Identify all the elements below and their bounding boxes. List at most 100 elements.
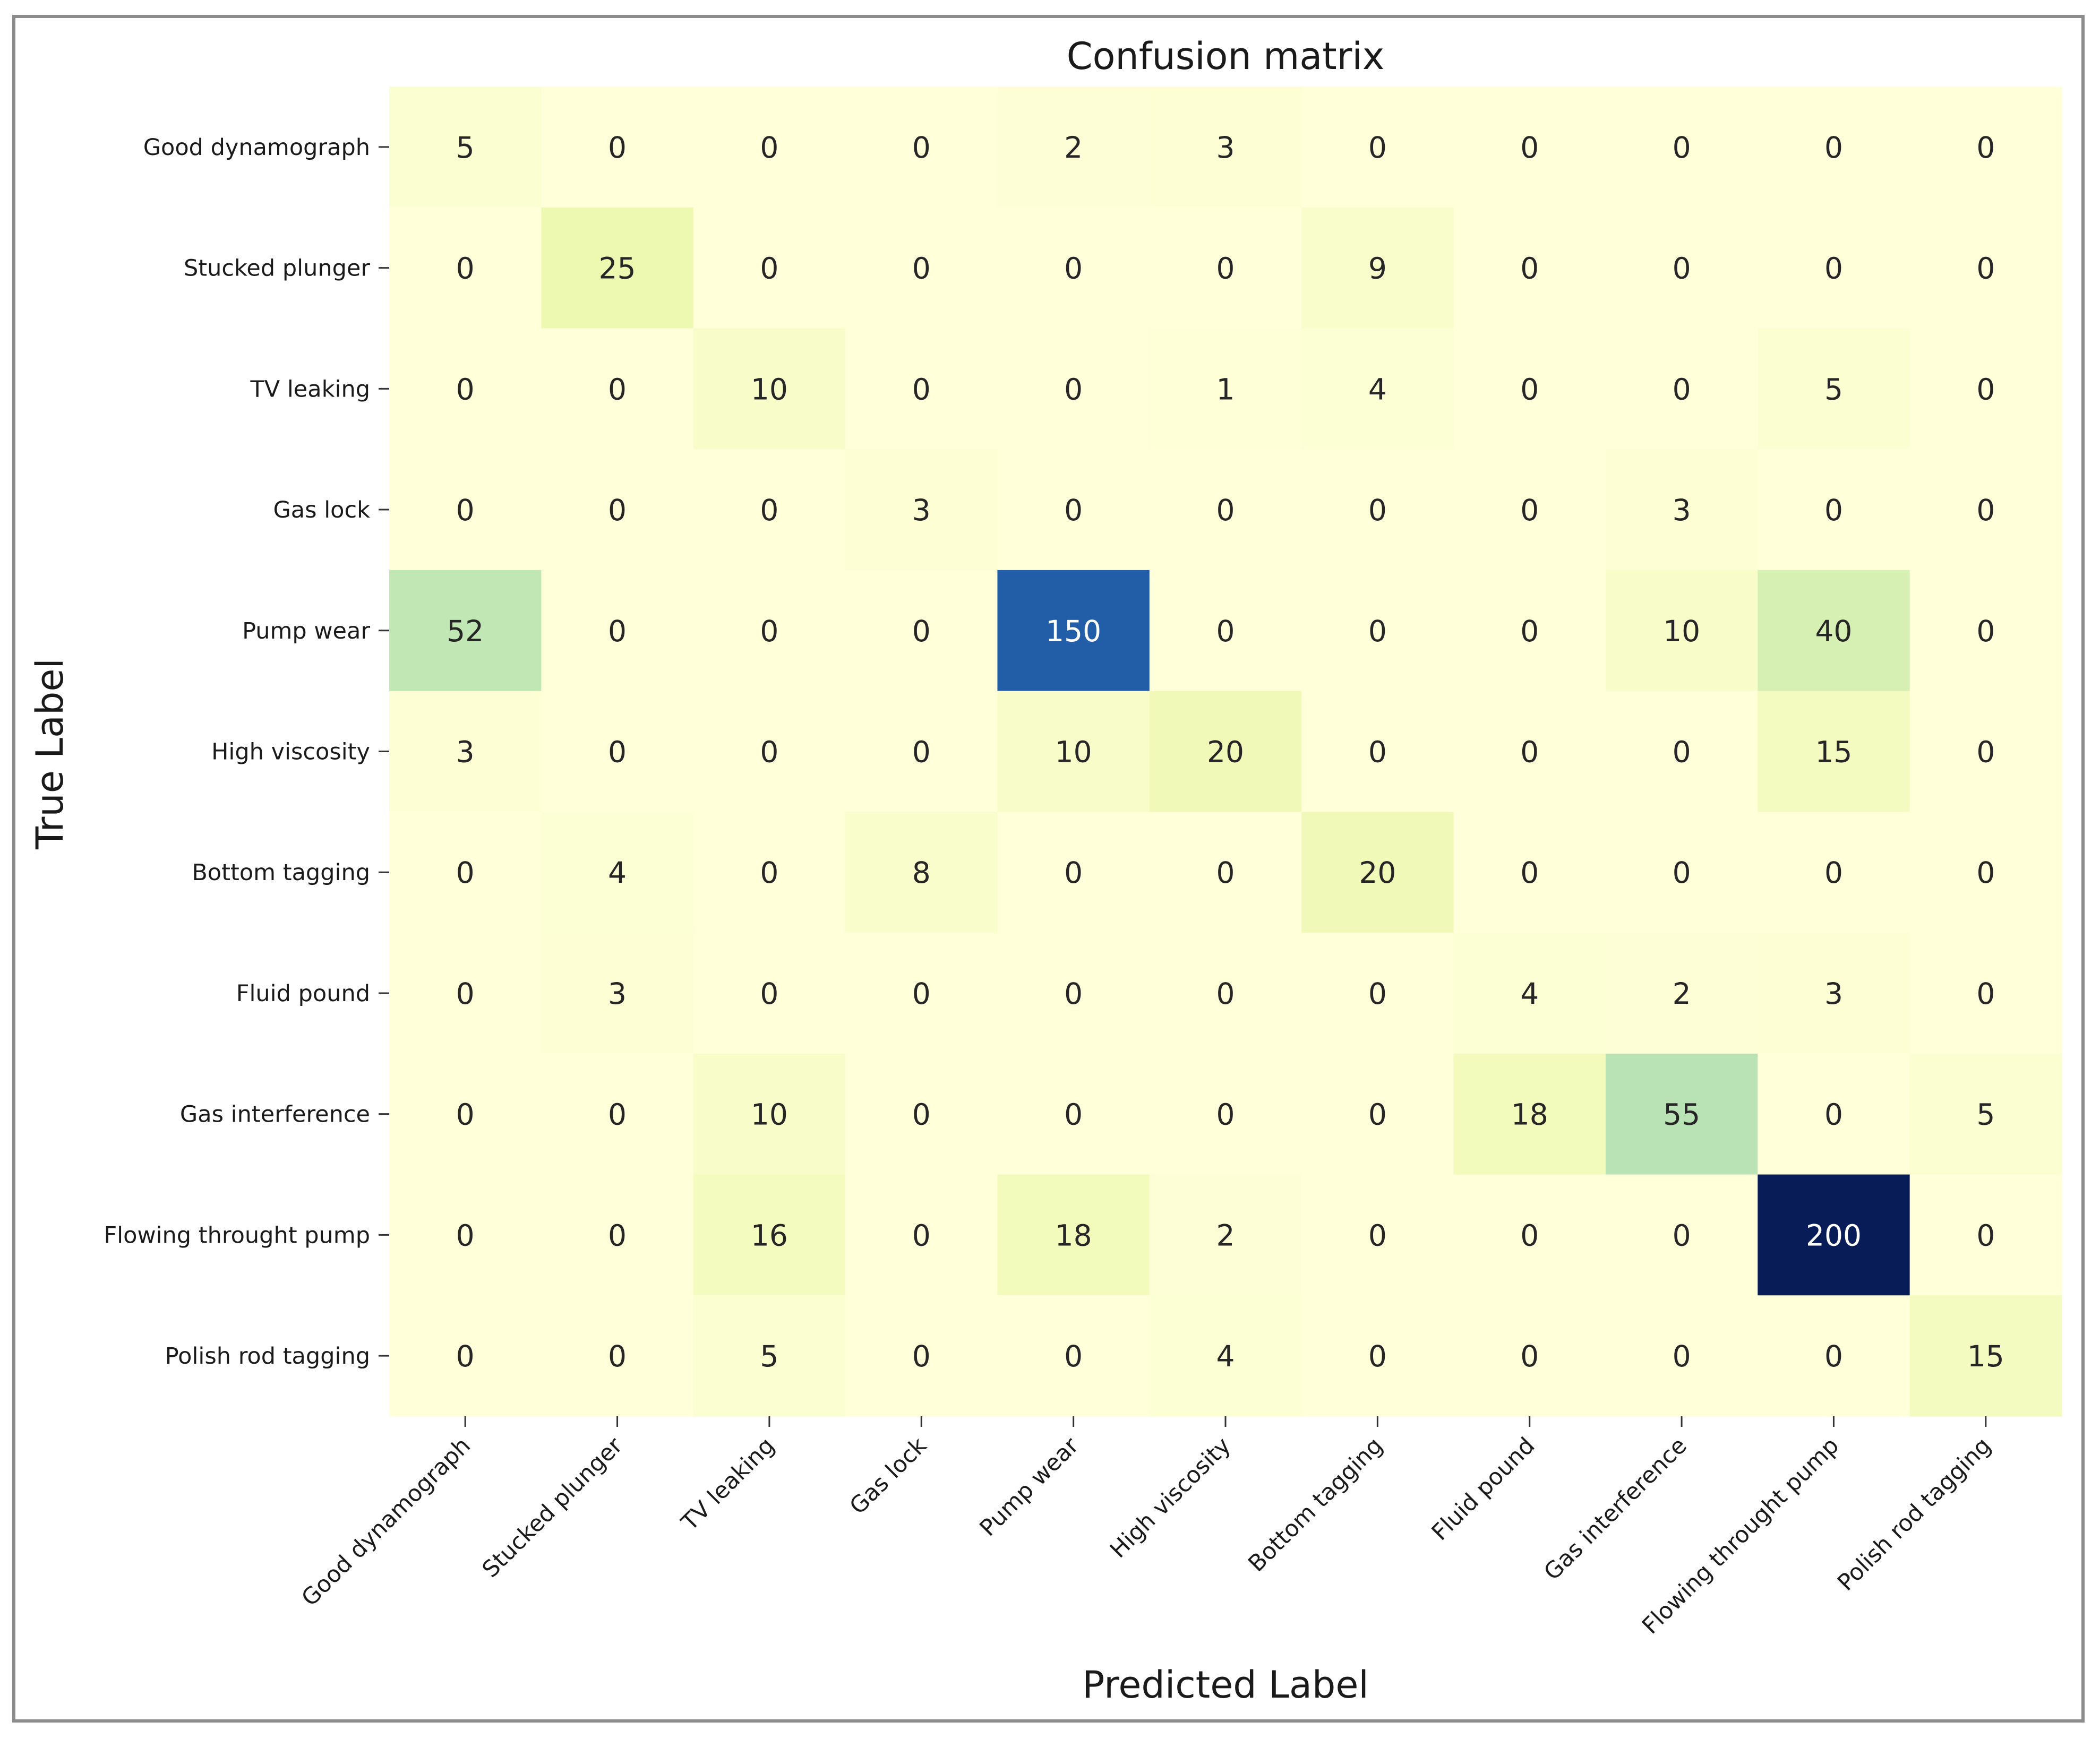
y-tick-label: Fluid pound bbox=[236, 980, 370, 1007]
heatmap-cell bbox=[389, 87, 542, 208]
heatmap-cell bbox=[1301, 1053, 1454, 1175]
heatmap-cell bbox=[693, 207, 846, 329]
cell-value-label: 10 bbox=[751, 1098, 788, 1132]
heatmap-cell bbox=[541, 812, 694, 933]
heatmap-cell bbox=[1453, 449, 1606, 571]
cell-value-label: 0 bbox=[1824, 493, 1843, 527]
heatmap-cell bbox=[693, 1174, 846, 1296]
heatmap-cell bbox=[389, 1295, 542, 1417]
heatmap-cell bbox=[845, 1174, 998, 1296]
cell-value-label: 0 bbox=[608, 493, 627, 527]
cell-value-label: 0 bbox=[1976, 856, 1995, 890]
cell-value-label: 0 bbox=[608, 735, 627, 769]
heatmap-cell bbox=[997, 933, 1150, 1054]
heatmap-cell bbox=[1909, 1174, 2062, 1296]
cell-value-label: 0 bbox=[456, 977, 475, 1011]
heatmap-cell bbox=[1605, 328, 1758, 450]
y-tick-label: Good dynamograph bbox=[143, 134, 370, 161]
heatmap-cell bbox=[1605, 812, 1758, 933]
heatmap-cell bbox=[1758, 1174, 1910, 1296]
cell-value-label: 3 bbox=[912, 493, 931, 527]
heatmap-cell bbox=[389, 691, 542, 812]
cell-value-label: 3 bbox=[608, 977, 627, 1011]
heatmap-cell bbox=[845, 570, 998, 692]
heatmap-cell bbox=[1149, 691, 1302, 812]
heatmap-cell bbox=[845, 328, 998, 450]
y-tick-label: Bottom tagging bbox=[192, 859, 370, 886]
heatmap-cell bbox=[541, 87, 694, 208]
heatmap-cells bbox=[389, 87, 2062, 1417]
cell-value-label: 0 bbox=[1673, 735, 1691, 769]
cell-value-label: 0 bbox=[1216, 977, 1235, 1011]
heatmap-cell bbox=[845, 1295, 998, 1417]
cell-value-label: 4 bbox=[608, 856, 627, 890]
heatmap-cell bbox=[997, 1174, 1150, 1296]
cell-value-label: 3 bbox=[456, 735, 475, 769]
x-tick-label: Bottom tagging bbox=[1243, 1432, 1388, 1577]
heatmap-cell bbox=[1605, 1295, 1758, 1417]
cell-value-label: 10 bbox=[1055, 735, 1092, 769]
cell-value-label: 0 bbox=[1673, 131, 1691, 165]
cell-value-label: 25 bbox=[599, 252, 636, 286]
cell-value-label: 3 bbox=[1216, 131, 1235, 165]
heatmap-cell bbox=[1605, 570, 1758, 692]
heatmap-cell bbox=[1149, 87, 1302, 208]
cell-value-label: 0 bbox=[1976, 252, 1995, 286]
cell-value-label: 3 bbox=[1824, 977, 1843, 1011]
cell-value-label: 0 bbox=[1976, 977, 1995, 1011]
y-axis-title: True Label bbox=[28, 658, 72, 850]
heatmap-cell bbox=[693, 570, 846, 692]
cell-value-label: 18 bbox=[1511, 1098, 1548, 1132]
cell-value-label: 0 bbox=[1368, 735, 1387, 769]
heatmap-cell bbox=[1301, 1174, 1454, 1296]
heatmap-cell bbox=[1758, 691, 1910, 812]
heatmap-cell bbox=[389, 933, 542, 1054]
heatmap-cell bbox=[1453, 933, 1606, 1054]
heatmap-cell bbox=[1909, 570, 2062, 692]
heatmap-cell bbox=[997, 1295, 1150, 1417]
heatmap-cell bbox=[1453, 207, 1606, 329]
y-tick-label: Pump wear bbox=[242, 618, 370, 644]
cell-value-label: 0 bbox=[1368, 977, 1387, 1011]
cell-value-label: 15 bbox=[1967, 1339, 2004, 1373]
heatmap-cell bbox=[541, 207, 694, 329]
heatmap-cell bbox=[693, 812, 846, 933]
heatmap-cell bbox=[1758, 570, 1910, 692]
heatmap-cell bbox=[389, 328, 542, 450]
cell-value-label: 0 bbox=[760, 735, 778, 769]
cell-value-label: 0 bbox=[456, 1218, 475, 1252]
cell-value-label: 2 bbox=[1673, 977, 1691, 1011]
cell-value-label: 0 bbox=[1824, 131, 1843, 165]
cell-value-label: 40 bbox=[1815, 614, 1852, 648]
cell-value-label: 0 bbox=[1824, 1098, 1843, 1132]
cell-value-label: 0 bbox=[1824, 1339, 1843, 1373]
heatmap-cell bbox=[1758, 933, 1910, 1054]
cell-value-label: 3 bbox=[1673, 493, 1691, 527]
cell-value-label: 0 bbox=[1976, 372, 1995, 406]
y-tick-label: Stucked plunger bbox=[184, 255, 370, 282]
heatmap-cell bbox=[693, 933, 846, 1054]
heatmap-cell bbox=[541, 1174, 694, 1296]
cell-value-label: 55 bbox=[1663, 1098, 1700, 1132]
heatmap-cell bbox=[693, 328, 846, 450]
heatmap-cell bbox=[997, 449, 1150, 571]
cell-value-label: 0 bbox=[456, 372, 475, 406]
x-tick-label: Stucked plunger bbox=[477, 1432, 628, 1583]
heatmap-cell bbox=[389, 570, 542, 692]
heatmap-cell bbox=[1909, 207, 2062, 329]
heatmap-cell bbox=[1758, 328, 1910, 450]
cell-value-label: 0 bbox=[760, 614, 778, 648]
heatmap-cell bbox=[693, 87, 846, 208]
cell-value-label: 0 bbox=[1368, 1218, 1387, 1252]
cell-value-label: 0 bbox=[1520, 735, 1539, 769]
heatmap-cell bbox=[1149, 1053, 1302, 1175]
cell-value-label: 0 bbox=[456, 493, 475, 527]
cell-value-label: 0 bbox=[1368, 131, 1387, 165]
heatmap-cell bbox=[693, 1053, 846, 1175]
heatmap-cell bbox=[389, 449, 542, 571]
cell-value-label: 0 bbox=[1976, 614, 1995, 648]
heatmap-cell bbox=[997, 328, 1150, 450]
heatmap-cell bbox=[845, 812, 998, 933]
cell-value-label: 0 bbox=[1673, 856, 1691, 890]
heatmap-cell bbox=[541, 449, 694, 571]
